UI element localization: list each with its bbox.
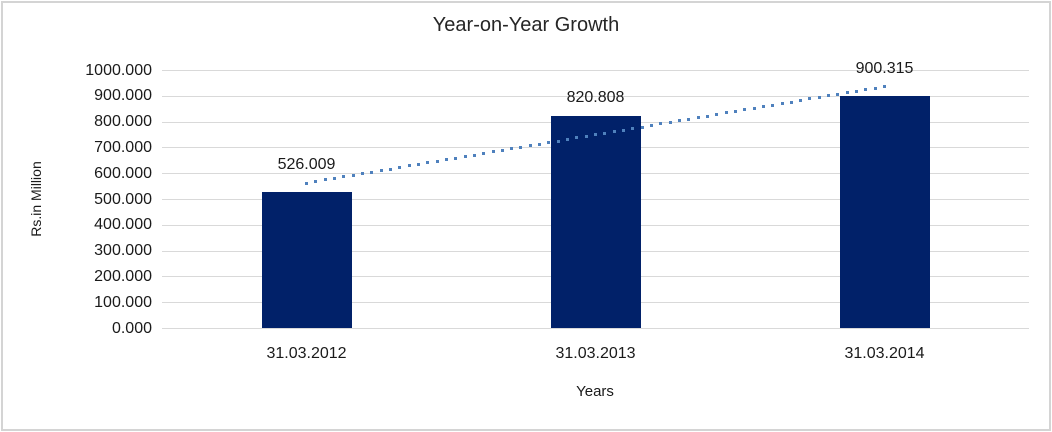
trendline-dot <box>482 151 486 155</box>
trendline-dot <box>314 180 318 183</box>
trendline-dot <box>333 176 336 180</box>
x-category-label: 31.03.2013 <box>555 345 636 362</box>
trendline-dot <box>668 120 672 124</box>
trendline-dot <box>519 145 523 149</box>
trendline-dot <box>388 167 392 171</box>
y-axis-tick-label: 400.000 <box>94 216 152 234</box>
bar-data-label: 526.009 <box>277 156 336 173</box>
trendline-dot <box>435 159 439 163</box>
y-axis-tick-label: 300.000 <box>94 242 152 260</box>
bar-31.03.2012 <box>261 192 352 328</box>
trendline-dot <box>883 85 886 88</box>
trendline-dot <box>873 86 877 90</box>
trendline-dot <box>416 162 420 166</box>
trendline-dot <box>864 88 868 92</box>
trendline-dot <box>472 153 476 157</box>
y-axis-tick-label: 0.000 <box>111 319 152 337</box>
trendline-dot <box>836 92 840 96</box>
trendline-dot <box>407 164 411 168</box>
trendline-dot <box>799 99 803 102</box>
trendline-dot <box>817 95 821 99</box>
trendline-dot <box>444 158 448 162</box>
trendline-dot <box>808 97 812 101</box>
trendline-dot <box>538 142 542 146</box>
y-axis-tick-label: 900.000 <box>94 87 152 105</box>
y-axis-tick-label: 700.000 <box>94 138 152 156</box>
trendline-dot <box>649 123 653 127</box>
gridline <box>162 328 1029 329</box>
x-category-label: 31.03.2012 <box>266 345 347 362</box>
trendline-dot <box>454 156 458 160</box>
trendline-dot <box>575 136 579 140</box>
gridline <box>162 95 1029 97</box>
trendline-dot <box>612 130 616 134</box>
trendline-dot <box>547 141 551 144</box>
y-axis-tick-label: 1000.000 <box>85 61 152 79</box>
trendline-dot <box>640 125 644 129</box>
trendline-dot <box>360 172 364 176</box>
trendline-dot <box>556 139 560 143</box>
trendline-dot <box>603 131 607 135</box>
trendline-dot <box>724 111 728 115</box>
trendline-dot <box>789 100 793 104</box>
trendline-dot <box>780 102 784 106</box>
trendline-dot <box>594 133 597 137</box>
trendline-dot <box>761 105 765 109</box>
trendline-dot <box>323 178 327 182</box>
trendline-dot <box>845 91 849 95</box>
bar-31.03.2014 <box>839 95 930 328</box>
trendline-dot <box>500 148 504 152</box>
gridline <box>162 70 1029 71</box>
x-category-label: 31.03.2014 <box>844 345 925 362</box>
trendline-dot <box>631 127 635 130</box>
y-axis-tick-label: 800.000 <box>94 113 152 131</box>
trendline-dot <box>510 147 514 151</box>
y-axis-tick-label: 100.000 <box>94 293 152 311</box>
trendline-dot <box>705 114 709 118</box>
trendline-dot <box>752 106 756 110</box>
trendline-dot <box>827 94 831 98</box>
chart-title: Year-on-Year Growth <box>432 14 620 36</box>
trendline-dot <box>379 169 383 173</box>
trendline-dot <box>342 175 346 179</box>
trendline-dot <box>566 137 569 141</box>
trendline-dot <box>398 166 402 169</box>
trendline-dot <box>715 113 719 116</box>
trendline-dot <box>370 170 374 174</box>
bar-data-label: 820.808 <box>566 89 625 107</box>
trendline-dot <box>426 161 430 165</box>
trendline-dot <box>584 134 588 138</box>
bar-31.03.2013 <box>550 116 641 328</box>
trendline-dot <box>771 103 775 107</box>
trendline-dot <box>733 109 737 113</box>
y-axis-tick-label: 500.000 <box>94 190 152 208</box>
y-axis-tick-label: 600.000 <box>94 164 152 182</box>
trendline-dot <box>696 116 700 120</box>
x-axis-title: Years <box>576 383 614 400</box>
y-axis-tick-label: 200.000 <box>94 267 152 285</box>
trendline-dot <box>659 122 663 126</box>
trendline-dot <box>305 181 308 185</box>
bar-data-label: 900.315 <box>855 59 914 77</box>
trendline-dot <box>528 144 532 148</box>
trendline-dot <box>687 117 691 121</box>
trendline-dot <box>855 89 858 93</box>
trendline-dot <box>622 128 625 132</box>
trendline-dot <box>491 150 495 154</box>
trendline-dot <box>677 119 681 123</box>
trendline-dot <box>743 108 747 112</box>
trendline-dot <box>351 173 355 177</box>
trendline-dot <box>463 155 467 159</box>
